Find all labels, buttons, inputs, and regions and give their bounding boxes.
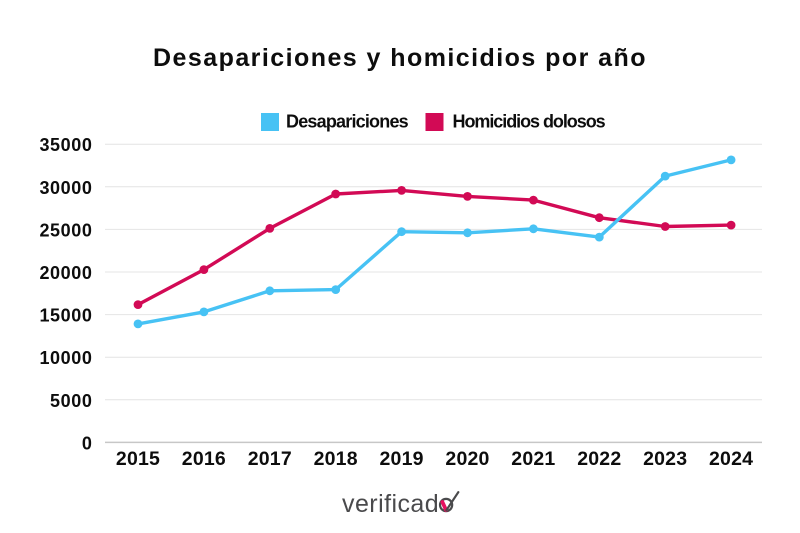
svg-text:2021: 2021: [511, 448, 555, 470]
svg-text:25000: 25000: [39, 220, 92, 240]
svg-text:Homicidios dolosos: Homicidios dolosos: [453, 112, 606, 132]
svg-text:35000: 35000: [39, 135, 92, 155]
svg-text:0: 0: [82, 433, 93, 453]
svg-text:2017: 2017: [248, 448, 292, 470]
svg-text:2016: 2016: [182, 448, 226, 470]
svg-text:2022: 2022: [577, 448, 621, 470]
svg-text:2015: 2015: [116, 448, 160, 470]
svg-text:2019: 2019: [380, 448, 424, 470]
svg-text:20000: 20000: [39, 263, 92, 283]
svg-text:Desapariciones y homicidios po: Desapariciones y homicidios por año: [153, 44, 647, 72]
svg-text:verificad: verificad: [342, 490, 439, 518]
svg-text:2018: 2018: [314, 448, 358, 470]
svg-text:2024: 2024: [709, 448, 753, 470]
svg-text:15000: 15000: [39, 306, 92, 326]
svg-text:5000: 5000: [50, 391, 92, 411]
svg-text:2023: 2023: [643, 448, 687, 470]
svg-text:30000: 30000: [39, 178, 92, 198]
svg-text:2020: 2020: [445, 448, 489, 470]
svg-text:Desapariciones: Desapariciones: [286, 112, 409, 132]
svg-text:10000: 10000: [39, 348, 92, 368]
